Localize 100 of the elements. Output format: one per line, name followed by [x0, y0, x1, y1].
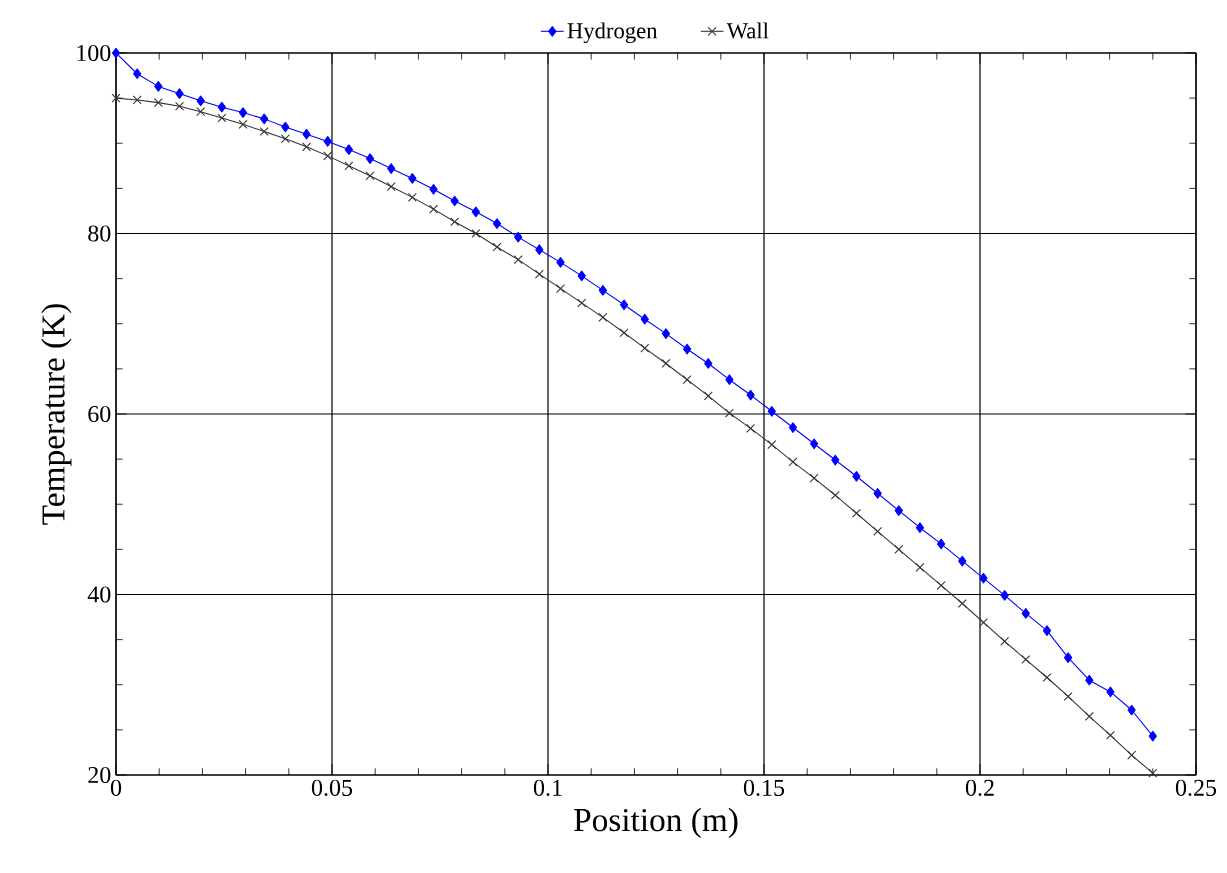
point	[746, 389, 755, 401]
point	[936, 538, 946, 550]
point	[979, 572, 988, 584]
point	[619, 299, 629, 311]
point	[111, 93, 121, 103]
point	[365, 171, 375, 181]
x-tick-label: 0.15	[743, 779, 785, 796]
point	[1106, 686, 1115, 698]
point	[873, 526, 883, 536]
point	[577, 270, 586, 282]
point	[724, 408, 734, 418]
point	[217, 101, 226, 113]
point	[514, 231, 523, 243]
point	[1021, 654, 1031, 664]
point	[958, 555, 967, 567]
point	[1064, 652, 1073, 663]
point	[619, 328, 629, 338]
point	[1085, 674, 1094, 686]
point	[1042, 673, 1052, 683]
point	[365, 153, 375, 164]
point	[175, 88, 184, 99]
point	[1127, 750, 1137, 760]
point	[830, 490, 840, 500]
point	[1042, 625, 1052, 636]
y-tick-label: 100	[77, 44, 111, 62]
point	[598, 285, 608, 296]
point	[598, 312, 608, 322]
point	[492, 242, 502, 252]
point	[767, 405, 776, 417]
point	[1000, 636, 1010, 646]
point	[577, 298, 587, 308]
legend-label: Wall	[726, 22, 769, 39]
point	[978, 617, 988, 627]
point	[471, 206, 480, 218]
point	[492, 218, 502, 229]
point	[915, 522, 925, 534]
point	[704, 358, 713, 369]
point	[661, 358, 671, 368]
point	[1063, 691, 1073, 701]
point	[450, 217, 460, 227]
x-tick-label: 0.2	[965, 779, 994, 796]
point	[1127, 704, 1136, 716]
point	[556, 257, 565, 268]
point	[386, 182, 396, 192]
point	[132, 95, 142, 105]
point	[429, 183, 438, 195]
x-tick-label: 0.25	[1175, 779, 1217, 796]
point	[450, 195, 459, 207]
point	[746, 423, 756, 433]
legend-label: Hydrogen	[567, 22, 658, 44]
point	[957, 599, 967, 609]
point	[280, 134, 290, 144]
point	[407, 192, 417, 202]
point	[809, 473, 819, 483]
point	[534, 269, 544, 279]
point	[344, 161, 354, 171]
point	[429, 204, 439, 214]
point	[238, 119, 248, 129]
point	[851, 508, 861, 518]
point	[640, 343, 650, 353]
point	[767, 440, 777, 450]
point	[302, 142, 312, 152]
point	[111, 47, 121, 59]
point	[154, 81, 163, 92]
point	[175, 101, 185, 111]
x-tick-label: 0.05	[311, 779, 353, 796]
y-tick-label: 20	[88, 766, 111, 784]
point	[1148, 730, 1157, 742]
point	[1084, 711, 1094, 721]
point	[556, 284, 566, 294]
point	[281, 121, 290, 133]
x-axis-title: Position (m)	[574, 807, 738, 839]
point	[788, 422, 798, 433]
point	[344, 144, 353, 155]
point	[725, 374, 734, 386]
point	[302, 128, 311, 140]
point	[852, 470, 861, 482]
point	[1000, 590, 1009, 601]
y-tick-label: 80	[88, 225, 111, 242]
point	[661, 328, 671, 340]
point	[1148, 768, 1158, 778]
point	[1105, 730, 1115, 740]
point	[513, 255, 523, 265]
point	[387, 163, 396, 174]
point	[894, 505, 903, 516]
point	[133, 68, 142, 80]
x-tick-label: 0	[110, 779, 122, 796]
point	[873, 488, 882, 499]
point	[471, 228, 481, 238]
point	[788, 457, 798, 467]
point	[703, 391, 713, 401]
point	[535, 244, 544, 256]
point	[259, 127, 269, 137]
y-tick-label: 40	[87, 586, 111, 603]
point	[809, 438, 819, 450]
point	[323, 151, 333, 161]
point	[323, 136, 332, 147]
point	[831, 454, 840, 466]
point	[196, 95, 205, 107]
point	[682, 375, 692, 385]
